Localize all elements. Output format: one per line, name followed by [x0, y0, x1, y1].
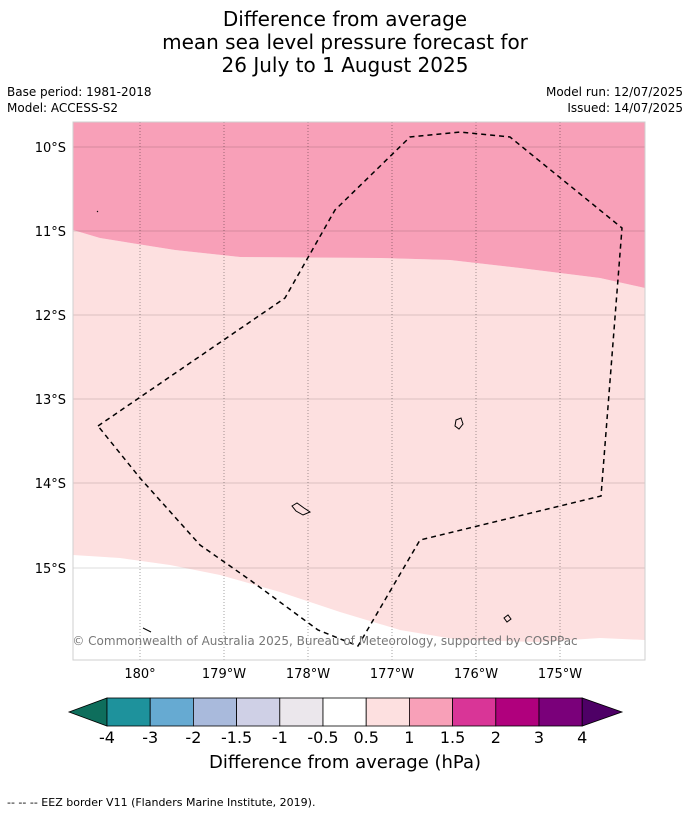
colorbar-tick-label: -3 — [142, 728, 158, 747]
island-wallis — [291, 502, 312, 516]
islet-south — [142, 627, 152, 633]
model-run: Model run: 12/07/2025 — [545, 85, 683, 99]
colorbar-tick-label: 0.5 — [353, 728, 378, 747]
issued-date: Issued: 14/07/2025 — [567, 101, 683, 115]
chart-title: Difference from average mean sea level p… — [0, 8, 690, 77]
colorbar-segment — [452, 697, 497, 727]
base-period: Base period: 1981-2018 — [7, 85, 152, 99]
eez-border — [96, 131, 623, 647]
colorbar-tick-label: -0.5 — [307, 728, 338, 747]
colorbar-tick-label: 2 — [491, 728, 501, 747]
title-line-3: 26 July to 1 August 2025 — [221, 53, 469, 77]
meta-right: Model run: 12/07/2025 Issued: 14/07/2025 — [546, 84, 683, 116]
colorbar-segment — [236, 697, 281, 727]
colorbar-tick-label: 1.5 — [440, 728, 465, 747]
lon-label: 180° — [124, 667, 155, 682]
lon-label: 177°W — [370, 667, 414, 682]
lat-label: 12°S — [35, 309, 66, 324]
title-line-2: mean sea level pressure forecast for — [162, 30, 528, 54]
model-name: Model: ACCESS-S2 — [7, 101, 119, 115]
islet-north — [96, 210, 99, 213]
colorbar-segment — [322, 697, 367, 727]
colorbar-segment — [279, 697, 324, 727]
lat-label: 14°S — [35, 477, 66, 492]
colorbar-tick-label: -4 — [99, 728, 115, 747]
map-area: © Commonwealth of Australia 2025, Bureau… — [72, 122, 645, 660]
colorbar-segment — [106, 697, 151, 727]
colorbar-segment — [149, 697, 194, 727]
colorbar-title: Difference from average (hPa) — [208, 752, 482, 773]
lon-label: 176°W — [454, 667, 498, 682]
colorbar-tick-label: -2 — [185, 728, 201, 747]
colorbar-tick-label: -1 — [272, 728, 288, 747]
lat-label: 10°S — [35, 141, 66, 156]
lon-label: 179°W — [202, 667, 246, 682]
region-1-to-1-5 — [73, 122, 645, 288]
colorbar-extend-low — [67, 697, 108, 727]
colorbar-ticks: -4 -3 -2 -1.5 -1 -0.5 0.5 1 1.5 2 3 4 — [99, 728, 587, 747]
colorbar-extend-high — [581, 697, 624, 727]
colorbar-tick-label: 4 — [577, 728, 587, 747]
gridlines — [73, 122, 645, 660]
longitude-labels: 180° 179°W 178°W 177°W 176°W 175°W — [124, 667, 582, 682]
eez-footnote: -- -- -- EEZ border V11 (Flanders Marine… — [7, 796, 316, 809]
colorbar-segment — [192, 697, 237, 727]
colorbar-tick-label: -1.5 — [221, 728, 252, 747]
title-line-1: Difference from average — [222, 7, 468, 31]
lat-label: 13°S — [35, 393, 66, 408]
lon-label: 178°W — [286, 667, 330, 682]
island-small — [503, 614, 512, 623]
copyright-note: © Commonwealth of Australia 2025, Bureau… — [72, 634, 577, 648]
colorbar — [67, 697, 624, 727]
colorbar-segment — [538, 697, 583, 727]
colorbar-segment — [495, 697, 540, 727]
lat-label: 15°S — [35, 562, 66, 577]
colorbar-segment — [408, 697, 453, 727]
island-tafahi — [454, 417, 464, 430]
map-frame — [72, 121, 646, 661]
colorbar-tick-label: 1 — [404, 728, 414, 747]
colorbar-tick-label: 3 — [534, 728, 544, 747]
meta-left: Base period: 1981-2018 Model: ACCESS-S2 — [7, 84, 152, 116]
latitude-labels: 10°S 11°S 12°S 13°S 14°S 15°S — [35, 141, 66, 577]
lon-label: 175°W — [538, 667, 582, 682]
region-0-5-to-1 — [73, 230, 645, 642]
colorbar-segment — [365, 697, 410, 727]
lat-label: 11°S — [35, 225, 66, 240]
